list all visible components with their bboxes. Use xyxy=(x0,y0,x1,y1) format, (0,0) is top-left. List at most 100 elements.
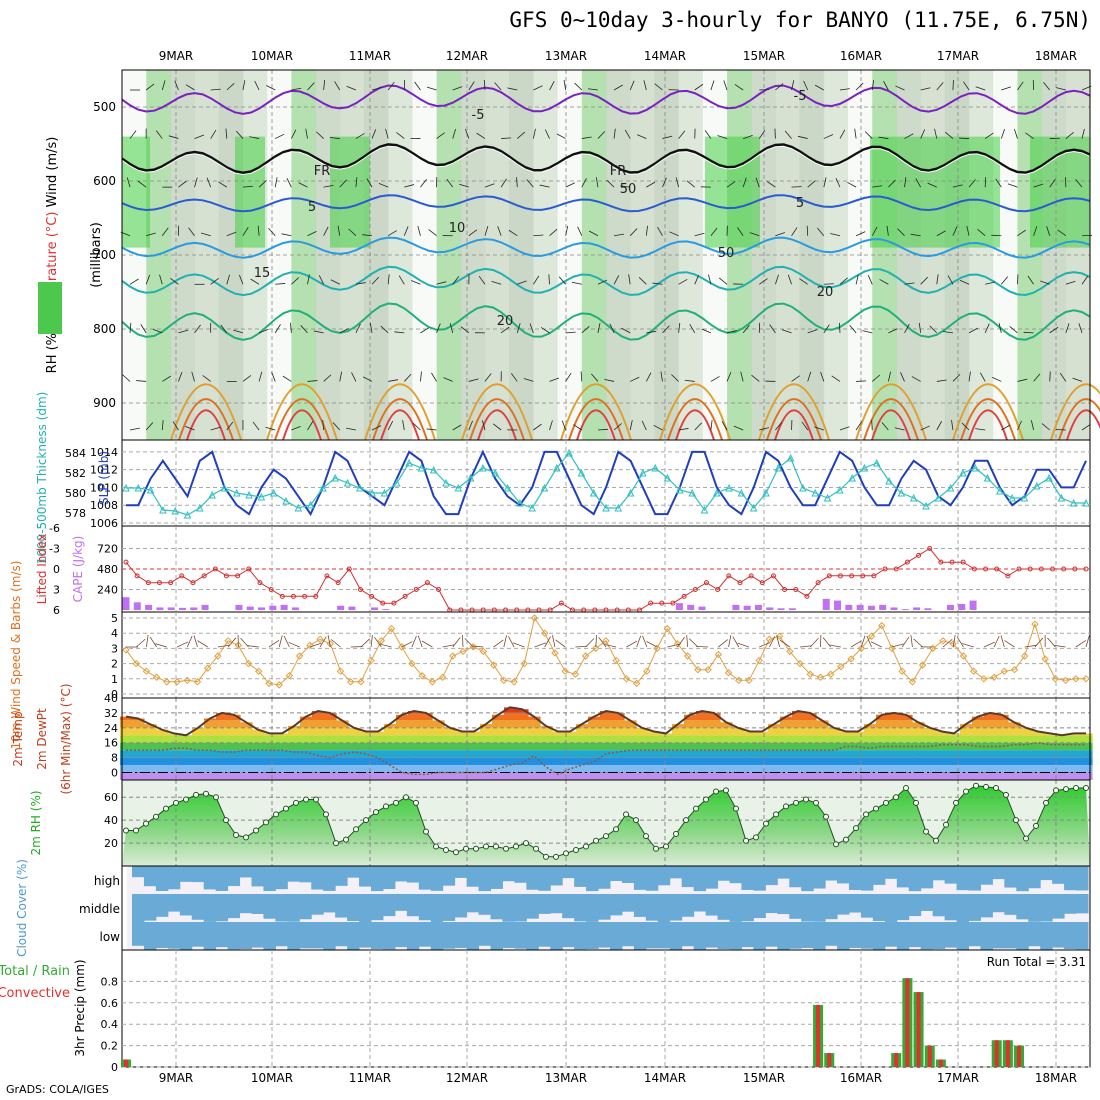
temp-axis-label: 2m DewPt xyxy=(35,708,49,770)
wind-barb xyxy=(1023,331,1034,334)
wind-barb xyxy=(678,278,688,285)
temp-fill-cell xyxy=(768,742,781,751)
cloud-cell xyxy=(418,894,432,921)
temp-fill-cell xyxy=(708,712,721,721)
temp-fill-cell xyxy=(936,772,949,780)
wind-barb xyxy=(565,372,572,382)
cloud-cell xyxy=(382,922,396,950)
temp-fill-cell xyxy=(492,735,505,743)
temp-fill-cell xyxy=(324,742,337,751)
wind-barb xyxy=(351,372,357,382)
cloud-cell xyxy=(1040,922,1053,950)
cape-bar xyxy=(901,609,909,610)
temp-fill-cell xyxy=(708,742,721,751)
temp-fill-cell xyxy=(168,772,181,780)
rh-marker xyxy=(193,791,199,798)
cloud-cell xyxy=(729,922,742,950)
wind-barb-10m xyxy=(464,638,474,648)
cloud-cell xyxy=(227,866,241,887)
wind-barb xyxy=(1000,128,1005,139)
cloud-cell xyxy=(454,866,468,878)
temp-fill-cell xyxy=(420,712,433,721)
temp-fill-cell xyxy=(504,772,517,780)
thickness-marker xyxy=(639,468,647,477)
temp-fill-cell xyxy=(852,742,865,751)
temp-fill-cell xyxy=(912,757,925,766)
temp-fill-cell xyxy=(780,765,793,773)
wind-barb xyxy=(316,131,324,139)
cloud-cell xyxy=(777,922,790,950)
wind-barb xyxy=(742,177,747,188)
wind-speed-marker xyxy=(755,656,763,665)
wind-barb-10m xyxy=(461,634,464,648)
temp-fill-cell xyxy=(192,765,205,773)
wind-barb xyxy=(339,371,343,382)
temp-fill-cell xyxy=(372,750,385,758)
dewpoint-line xyxy=(126,741,1086,776)
rh-marker xyxy=(273,811,279,818)
temp-fill-cell xyxy=(540,750,553,758)
wind-barb xyxy=(855,82,864,91)
rh-marker xyxy=(863,811,869,818)
wind-barb xyxy=(984,177,987,188)
rh-marker xyxy=(253,827,259,834)
wind-barb xyxy=(266,85,276,91)
cloud-cell xyxy=(191,894,205,920)
temp-fill-cell xyxy=(708,720,721,728)
temp-fill-cell xyxy=(780,757,793,766)
temp-fill-cell xyxy=(708,727,721,736)
contour-label: 5 xyxy=(796,196,804,211)
wind-speed-marker xyxy=(561,667,569,675)
thickness-marker xyxy=(528,503,536,512)
temp-fill-cell xyxy=(888,742,901,751)
wind-barb xyxy=(459,183,469,188)
wind-barb xyxy=(549,420,553,431)
wind-barb xyxy=(737,227,744,236)
wind-barb-10m xyxy=(246,645,259,648)
wind-barb xyxy=(137,180,147,188)
temp-fill-cell xyxy=(804,720,817,728)
wind-barb xyxy=(911,376,921,382)
wind-barb-10m xyxy=(891,643,904,648)
cape-bar xyxy=(190,607,198,610)
wind-speed-marker xyxy=(142,667,151,675)
wind-tick: 0 xyxy=(111,688,118,701)
wind-barb xyxy=(856,380,867,382)
temp-fill-cell xyxy=(576,727,589,736)
temp-fill-cell xyxy=(336,750,349,758)
rh-marker xyxy=(903,785,909,792)
temp-fill-cell xyxy=(576,735,589,743)
temp-fill-cell xyxy=(300,735,313,743)
wind-barb xyxy=(904,177,907,188)
temp-fill-cell xyxy=(240,772,253,780)
temp-fill-cell xyxy=(1056,765,1069,773)
temp-fill-cell xyxy=(216,772,229,780)
wind-barb xyxy=(387,274,390,285)
precip-tick: 0.8 xyxy=(101,975,119,988)
wind-barb xyxy=(484,373,492,382)
cloud-cell xyxy=(179,894,193,916)
temp-fill-cell xyxy=(300,765,313,773)
wind-barb xyxy=(743,134,753,139)
wind-barb xyxy=(791,80,795,91)
cloud-cell xyxy=(968,922,981,947)
wind-barb xyxy=(944,131,954,139)
wind-barb xyxy=(718,277,728,285)
thickness-marker xyxy=(823,493,832,502)
wind-barb xyxy=(484,226,489,236)
rh-marker xyxy=(293,799,299,806)
cloud-cell xyxy=(813,922,826,950)
rh-marker xyxy=(203,790,209,797)
wind-barb xyxy=(952,226,958,236)
contour-label: 50 xyxy=(620,182,637,197)
temp-fill-cell xyxy=(1032,765,1045,773)
temp-fill-cell xyxy=(204,735,217,743)
cloud-cell xyxy=(167,922,181,949)
wind-barb xyxy=(220,324,228,334)
wind-speed-marker xyxy=(571,670,580,678)
wind-barb xyxy=(952,79,954,91)
wind-barb xyxy=(348,228,357,237)
lifted-index-marker xyxy=(692,587,698,592)
wind-barb xyxy=(129,427,140,431)
wind-barb-10m xyxy=(646,641,658,648)
